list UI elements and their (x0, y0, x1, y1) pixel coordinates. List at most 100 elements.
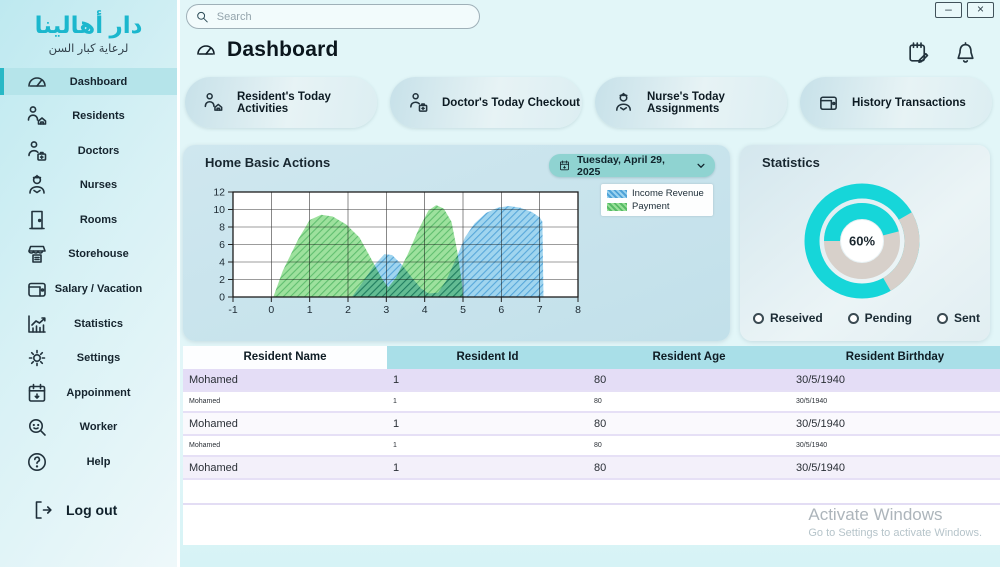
table-body: Mohamed 1 80 30/5/1940 Mohamed 1 80 30/5/1940 Mo… (183, 369, 1000, 480)
chart-legend: Income Revenue Payment (601, 184, 713, 216)
table-cell: 30/5/1940 (796, 373, 845, 386)
home-panel-title: Home Basic Actions (205, 155, 331, 170)
table-row[interactable]: Mohamed 1 80 30/5/1940 (183, 369, 1000, 392)
doctor-icon (407, 91, 430, 114)
card-label: Doctor's Today Checkout (442, 96, 580, 109)
notes-edit-icon[interactable] (906, 40, 931, 65)
svg-text:12: 12 (213, 187, 225, 199)
page-header: Dashboard (194, 38, 339, 62)
table-cell: Mohamed (189, 461, 238, 474)
radio-sent[interactable]: Sent (936, 311, 980, 325)
statistics-panel: Statistics 60% Reseived Pending Sent (740, 145, 990, 341)
gear-icon (24, 346, 50, 370)
sidebar: دار أهالينا لرعاية كبار السن Dashboard Re… (0, 0, 180, 567)
column-header-resident-id[interactable]: Resident Id (387, 346, 588, 369)
legend-item-income-revenue: Income Revenue (607, 187, 707, 200)
logo-title: دار أهالينا (34, 12, 143, 38)
wallet-icon (24, 277, 50, 301)
sidebar-item-label: Settings (76, 352, 121, 365)
svg-text:4: 4 (219, 257, 225, 269)
home-actions-chart: 0 2 4 6 8 10 12 -1 0 1 2 3 4 5 6 7 8 (183, 177, 730, 337)
svg-text:10: 10 (213, 204, 225, 216)
app-logo: دار أهالينا لرعاية كبار السن (0, 12, 177, 55)
svg-text:1: 1 (307, 304, 313, 316)
date-selector[interactable]: Tuesday, April 29, 2025 (549, 153, 715, 178)
nurse-s-today-assignments-card[interactable]: Nurse's Today Assignments (595, 77, 787, 128)
dashboard-gauge-icon (194, 38, 218, 62)
sidebar-item-label: Worker (79, 421, 118, 434)
table-cell: 30/5/1940 (796, 417, 845, 430)
quick-action-cards: Resident's Today Activities Doctor's Toda… (185, 77, 992, 128)
radio-circle-icon[interactable] (753, 312, 764, 324)
sidebar-item-worker[interactable]: Worker (0, 414, 177, 441)
card-label: Resident's Today Activities (237, 90, 331, 115)
chart-up-icon (24, 312, 50, 336)
sidebar-item-label: Statistics (74, 317, 123, 330)
column-header-resident-name[interactable]: Resident Name (183, 346, 387, 369)
column-header-resident-age[interactable]: Resident Age (588, 346, 790, 369)
table-cell: 1 (393, 398, 397, 405)
sidebar-item-label: Doctors (77, 144, 120, 157)
sidebar-item-label: Help (86, 456, 111, 469)
svg-text:8: 8 (575, 304, 581, 316)
table-cell: 80 (594, 442, 602, 449)
sidebar-item-salary-vacation[interactable]: Salary / Vacation (0, 276, 177, 303)
radio-label: Reseived (770, 311, 823, 325)
search-input[interactable] (216, 10, 471, 23)
table-row[interactable]: Mohamed 1 80 30/5/1940 (183, 413, 1000, 436)
sidebar-item-doctors[interactable]: Doctors (0, 137, 177, 164)
radio-circle-icon[interactable] (936, 312, 948, 324)
chevron-down-icon (696, 161, 706, 171)
sidebar-item-label: Salary / Vacation (54, 283, 143, 296)
statistics-title: Statistics (762, 155, 820, 170)
table-cell: Mohamed (189, 417, 238, 430)
sidebar-item-settings[interactable]: Settings (0, 345, 177, 372)
close-button[interactable]: × (967, 2, 994, 18)
statistics-filters: Reseived Pending Sent (753, 311, 980, 325)
logout-button[interactable]: Log out (30, 498, 117, 522)
sidebar-item-label: Rooms (79, 213, 118, 226)
storehouse-icon (24, 242, 50, 266)
resident-home-icon (24, 104, 50, 128)
svg-text:8: 8 (219, 222, 225, 234)
svg-text:4: 4 (422, 304, 428, 316)
help-icon (24, 450, 50, 474)
svg-text:5: 5 (460, 304, 466, 316)
sidebar-item-statistics[interactable]: Statistics (0, 310, 177, 337)
minimize-button[interactable]: – (935, 2, 962, 18)
table-row[interactable]: Mohamed 1 80 30/5/1940 (183, 392, 1000, 413)
table-cell: 1 (393, 417, 400, 430)
search-icon (195, 9, 210, 25)
svg-text:3: 3 (383, 304, 389, 316)
nurse-icon (24, 173, 50, 197)
table-cell: 1 (393, 461, 400, 474)
search-bar[interactable] (186, 4, 480, 29)
radio-pending[interactable]: Pending (847, 311, 912, 325)
resident-home-icon (202, 91, 225, 114)
doctor-icon (24, 139, 50, 163)
table-cell: 80 (594, 398, 602, 405)
residents-table: Resident Name Resident Id Resident Age Resi… (183, 346, 1000, 545)
sidebar-item-residents[interactable]: Residents (0, 103, 177, 130)
sidebar-item-dashboard[interactable]: Dashboard (0, 68, 177, 95)
table-row[interactable]: Mohamed 1 80 30/5/1940 (183, 457, 1000, 480)
statistics-donut-chart: 60% (796, 175, 928, 307)
resident-s-today-activities-card[interactable]: Resident's Today Activities (185, 77, 377, 128)
radio-reseived[interactable]: Reseived (753, 311, 823, 325)
sidebar-item-appoinment[interactable]: Appoinment (0, 379, 177, 406)
sidebar-item-nurses[interactable]: Nurses (0, 172, 177, 199)
table-row[interactable]: Mohamed 1 80 30/5/1940 (183, 436, 1000, 457)
notifications-bell-icon[interactable] (953, 40, 978, 65)
sidebar-item-help[interactable]: Help (0, 449, 177, 476)
legend-label: Income Revenue (632, 188, 704, 199)
column-header-resident-birthday[interactable]: Resident Birthday (790, 346, 1000, 369)
sidebar-item-rooms[interactable]: Rooms (0, 206, 177, 233)
sidebar-item-storehouse[interactable]: Storehouse (0, 241, 177, 268)
doctor-s-today-checkout-card[interactable]: Doctor's Today Checkout (390, 77, 582, 128)
calendar-icon (24, 381, 50, 405)
radio-circle-icon[interactable] (847, 312, 859, 324)
date-selector-label: Tuesday, April 29, 2025 (577, 153, 665, 178)
history-transactions-card[interactable]: History Transactions (800, 77, 992, 128)
legend-swatch (607, 189, 627, 198)
